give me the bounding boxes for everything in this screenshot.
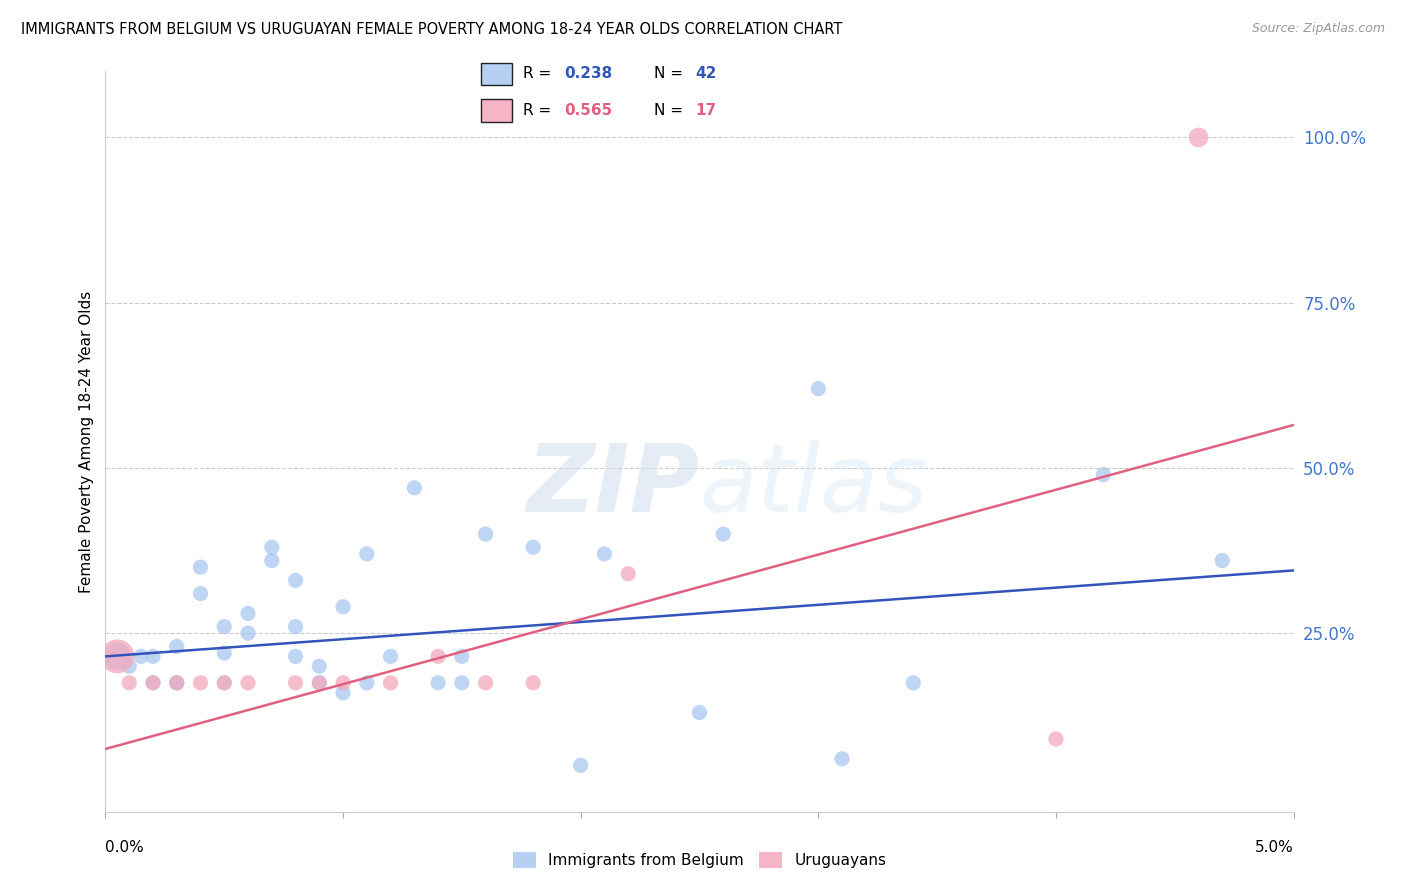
Point [214, 619, 236, 633]
Point [332, 686, 354, 700]
Text: 0.0%: 0.0% [105, 840, 145, 855]
Point [569, 758, 592, 772]
Y-axis label: Female Poverty Among 18-24 Year Olds: Female Poverty Among 18-24 Year Olds [79, 291, 94, 592]
Point [356, 675, 378, 690]
Point [1187, 130, 1209, 145]
Point [214, 675, 236, 690]
Point [308, 659, 330, 673]
Text: 0.238: 0.238 [564, 67, 612, 81]
Point [903, 675, 925, 690]
Point [1045, 731, 1067, 746]
Point [427, 675, 450, 690]
Point [380, 675, 402, 690]
Point [190, 675, 212, 690]
Point [190, 560, 212, 574]
Point [617, 566, 640, 581]
Point [260, 553, 283, 567]
Point [356, 547, 378, 561]
Point [190, 586, 212, 600]
Text: 0.565: 0.565 [564, 103, 612, 118]
Legend: Immigrants from Belgium, Uruguayans: Immigrants from Belgium, Uruguayans [506, 847, 893, 874]
Text: 42: 42 [695, 67, 716, 81]
Point [284, 649, 307, 664]
Point [118, 659, 141, 673]
Point [593, 547, 616, 561]
Point [166, 675, 188, 690]
Point [380, 649, 402, 664]
Point [236, 626, 259, 640]
Point [166, 640, 188, 654]
Point [474, 675, 496, 690]
Point [332, 599, 354, 614]
Text: ZIP: ZIP [527, 440, 700, 532]
Point [450, 675, 472, 690]
Text: 5.0%: 5.0% [1254, 840, 1294, 855]
Point [332, 675, 354, 690]
Point [474, 527, 496, 541]
Text: IMMIGRANTS FROM BELGIUM VS URUGUAYAN FEMALE POVERTY AMONG 18-24 YEAR OLDS CORREL: IMMIGRANTS FROM BELGIUM VS URUGUAYAN FEM… [21, 22, 842, 37]
Point [118, 675, 141, 690]
FancyBboxPatch shape [481, 99, 512, 122]
Point [689, 706, 711, 720]
Text: R =: R = [523, 67, 555, 81]
Point [807, 382, 830, 396]
Point [522, 541, 544, 555]
Point [404, 481, 426, 495]
Text: R =: R = [523, 103, 555, 118]
Point [284, 675, 307, 690]
Point [142, 675, 165, 690]
Text: 17: 17 [695, 103, 716, 118]
Point [105, 649, 128, 664]
Point [522, 675, 544, 690]
Point [105, 649, 128, 664]
Text: N =: N = [654, 67, 688, 81]
Point [166, 675, 188, 690]
Point [284, 574, 307, 588]
Point [308, 675, 330, 690]
Point [166, 675, 188, 690]
Text: Source: ZipAtlas.com: Source: ZipAtlas.com [1251, 22, 1385, 36]
Point [1211, 553, 1233, 567]
Text: N =: N = [654, 103, 688, 118]
Point [236, 607, 259, 621]
Point [142, 675, 165, 690]
Point [214, 646, 236, 660]
Point [308, 675, 330, 690]
Point [831, 752, 853, 766]
Point [427, 649, 450, 664]
Point [1092, 467, 1115, 482]
Text: atlas: atlas [700, 441, 928, 532]
Point [284, 619, 307, 633]
Point [260, 541, 283, 555]
Point [129, 649, 152, 664]
Point [236, 675, 259, 690]
FancyBboxPatch shape [481, 62, 512, 86]
Point [450, 649, 472, 664]
Point [214, 675, 236, 690]
Point [711, 527, 734, 541]
Point [142, 649, 165, 664]
